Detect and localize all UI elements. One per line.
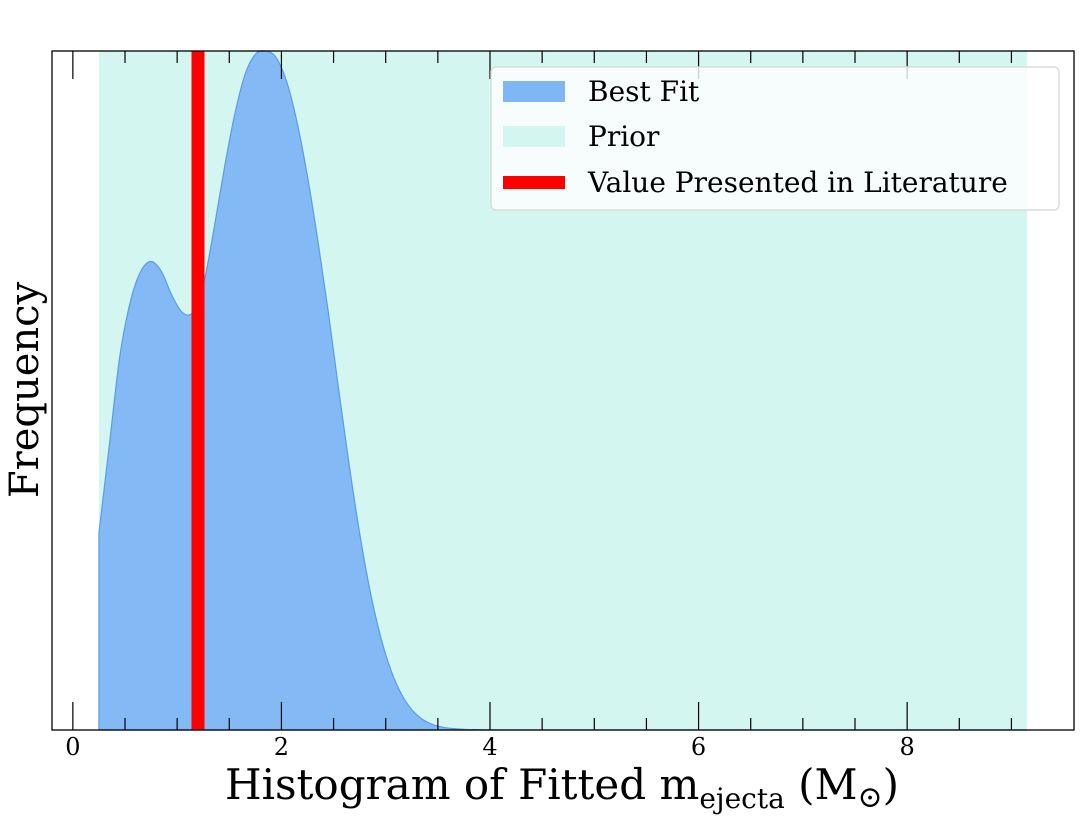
x-tick-label: 8	[900, 733, 915, 761]
y-axis-title: Frequency	[2, 281, 48, 498]
x-axis-title-unit-close: )	[883, 760, 899, 809]
x-tick-label: 2	[274, 733, 289, 761]
legend: Best Fit Prior Value Presented in Litera…	[490, 66, 1060, 211]
legend-swatch-best-fit	[503, 81, 565, 102]
x-tick-label: 6	[691, 733, 706, 761]
axes-border	[51, 50, 1075, 731]
x-axis-title-sun-symbol: ⊙	[858, 780, 883, 815]
x-tick-label: 0	[65, 733, 80, 761]
legend-swatch-prior	[503, 126, 565, 147]
legend-label-best-fit: Best Fit	[588, 75, 700, 108]
legend-label-literature-value: Value Presented in Literature	[587, 166, 1008, 199]
legend-box	[490, 66, 1060, 211]
x-axis-title-subscript: ejecta	[699, 782, 784, 815]
x-axis-title-unit-open: (M	[785, 760, 858, 809]
x-ticks: 0 2 4 6 8	[65, 51, 1013, 761]
legend-label-prior: Prior	[588, 120, 660, 153]
x-axis-title: Histogram of Fitted mejecta (M⊙)	[225, 760, 899, 815]
axes-frame	[51, 50, 1075, 731]
x-axis-title-main: Histogram of Fitted m	[225, 760, 699, 809]
x-tick-label: 4	[482, 733, 497, 761]
legend-swatch-literature-value	[503, 176, 565, 189]
